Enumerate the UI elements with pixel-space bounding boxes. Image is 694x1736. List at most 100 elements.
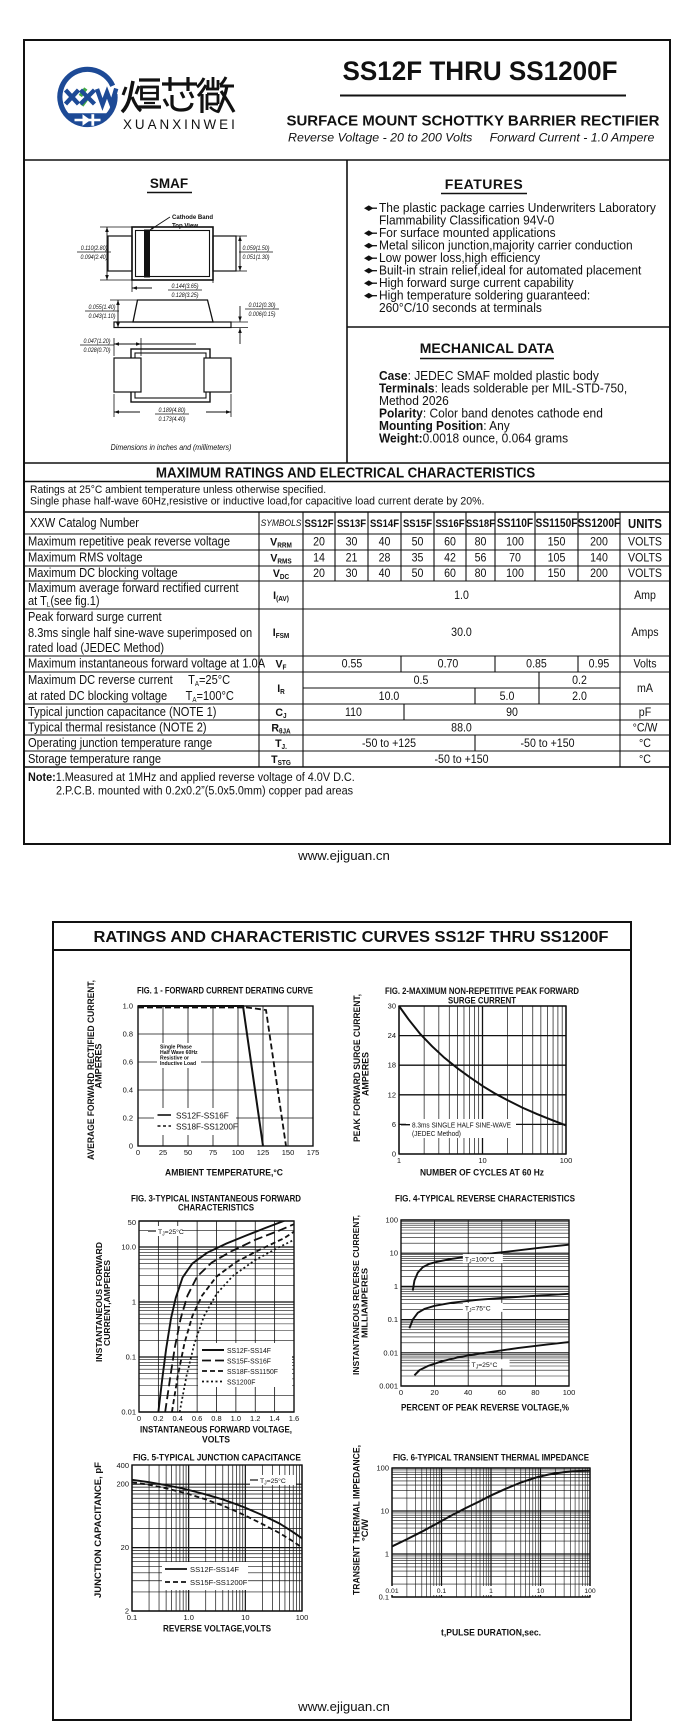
svg-text:INSTANTANEOUS FORWARD: INSTANTANEOUS FORWARD <box>94 1242 104 1362</box>
svg-text:SS12F-SS14F: SS12F-SS14F <box>190 1565 239 1574</box>
svg-text:0.1: 0.1 <box>379 1593 389 1602</box>
svg-text:0.1: 0.1 <box>127 1613 137 1622</box>
svg-text:JUNCTION CAPACITANCE, pF: JUNCTION CAPACITANCE, pF <box>93 1461 103 1598</box>
svg-text:40: 40 <box>379 536 391 549</box>
svg-text:0.094(2.40): 0.094(2.40) <box>81 254 108 260</box>
svg-text:0.4: 0.4 <box>173 1414 183 1423</box>
svg-text:140: 140 <box>590 552 608 565</box>
svg-text:FIG. 2-MAXIMUM NON-REPETITIVE: FIG. 2-MAXIMUM NON-REPETITIVE PEAK FORWA… <box>385 986 579 996</box>
svg-text:1: 1 <box>385 1550 389 1559</box>
svg-text:VDC: VDC <box>273 568 289 581</box>
svg-text:0.051(1.30): 0.051(1.30) <box>243 254 270 260</box>
svg-text:200: 200 <box>590 568 608 581</box>
svg-text:Maximum RMS voltage: Maximum RMS voltage <box>28 550 143 565</box>
svg-text:Low power loss,high efficiency: Low power loss,high efficiency <box>379 251 541 265</box>
svg-text:0.01: 0.01 <box>385 1588 398 1595</box>
svg-text:75: 75 <box>209 1148 217 1157</box>
svg-text:SS1200F: SS1200F <box>227 1378 256 1386</box>
svg-text:8.3ms SINGLE HALF SINE-WAVE: 8.3ms SINGLE HALF SINE-WAVE <box>412 1122 512 1129</box>
svg-text:0.144(3.65): 0.144(3.65) <box>172 283 199 289</box>
svg-text:1: 1 <box>397 1156 401 1165</box>
svg-text:XXW Catalog Number: XXW Catalog Number <box>30 515 139 530</box>
svg-text:0.5: 0.5 <box>414 675 429 688</box>
svg-text:90: 90 <box>506 707 518 720</box>
svg-text:FEATURES: FEATURES <box>445 176 523 192</box>
svg-text:For surface mounted applicatio: For surface mounted applications <box>379 226 556 240</box>
svg-text:Maximum DC blocking voltage: Maximum DC blocking voltage <box>28 565 178 580</box>
svg-text:0: 0 <box>137 1414 141 1423</box>
svg-text:VRRM: VRRM <box>270 536 292 549</box>
svg-text:40: 40 <box>379 568 391 581</box>
svg-text:0.110(2.80): 0.110(2.80) <box>81 245 108 251</box>
svg-text:Mounting Position: Any: Mounting Position: Any <box>379 419 511 433</box>
svg-text:°C: °C <box>639 754 651 767</box>
svg-text:5.0: 5.0 <box>500 691 515 704</box>
svg-text:Resistive or: Resistive or <box>160 1055 189 1061</box>
svg-text:MILLIAMPERES: MILLIAMPERES <box>360 1268 370 1338</box>
svg-text:FIG. 3-TYPICAL INSTANTANEOUS F: FIG. 3-TYPICAL INSTANTANEOUS FORWARD <box>131 1194 301 1204</box>
svg-text:High forward surge current cap: High forward surge current capability <box>379 276 574 290</box>
svg-text:1.0: 1.0 <box>123 1002 133 1011</box>
svg-text:0.2: 0.2 <box>153 1414 163 1423</box>
svg-text:20: 20 <box>121 1543 129 1552</box>
svg-text:VF: VF <box>276 658 287 671</box>
svg-text:SS1200F: SS1200F <box>578 517 621 530</box>
svg-text:Half Wave 60Hz: Half Wave 60Hz <box>160 1050 198 1056</box>
svg-text:SS12F THRU SS1200F: SS12F THRU SS1200F <box>343 56 618 87</box>
svg-text:Polarity: Color band denotes c: Polarity: Color band denotes cathode end <box>379 406 603 420</box>
svg-text:0.8: 0.8 <box>123 1030 133 1039</box>
svg-text:(JEDEC Method): (JEDEC Method) <box>412 1131 461 1138</box>
svg-text:125: 125 <box>257 1148 270 1157</box>
svg-text:SS1150F: SS1150F <box>536 517 578 530</box>
svg-text:0.028(0.70): 0.028(0.70) <box>84 347 111 353</box>
svg-text:0.4: 0.4 <box>123 1086 133 1095</box>
svg-text:0.55: 0.55 <box>342 658 363 671</box>
svg-text:100: 100 <box>560 1156 573 1165</box>
svg-text:2.0: 2.0 <box>572 691 587 704</box>
svg-text:Method 2026: Method 2026 <box>379 394 449 408</box>
svg-text:0.6: 0.6 <box>192 1414 202 1423</box>
svg-text:0.1: 0.1 <box>126 1353 136 1362</box>
svg-text:0: 0 <box>392 1150 396 1159</box>
svg-text:35: 35 <box>412 552 424 565</box>
svg-text:SS18F: SS18F <box>466 518 495 530</box>
svg-text:0.043(1.10): 0.043(1.10) <box>89 313 116 319</box>
svg-text:1.0: 1.0 <box>231 1414 241 1423</box>
svg-text:IR: IR <box>277 683 285 696</box>
svg-text:TJ=25°C: TJ=25°C <box>260 1477 286 1487</box>
svg-text:200: 200 <box>590 536 608 549</box>
svg-text:VOLTS: VOLTS <box>202 1435 230 1445</box>
svg-text:60: 60 <box>444 568 456 581</box>
svg-text:RATINGS AND CHARACTERISTIC CUR: RATINGS AND CHARACTERISTIC CURVES SS12F … <box>93 928 608 946</box>
svg-text:Flammability Classification 94: Flammability Classification 94V-0 <box>379 213 554 227</box>
svg-text:42: 42 <box>444 552 456 565</box>
svg-text:80: 80 <box>531 1388 539 1397</box>
svg-text:0: 0 <box>129 1142 133 1151</box>
svg-text:SS18F-SS1150F: SS18F-SS1150F <box>227 1368 279 1376</box>
svg-text:pF: pF <box>639 707 652 720</box>
svg-text:TJ=75°C: TJ=75°C <box>465 1304 491 1314</box>
svg-text:0.047(1.20): 0.047(1.20) <box>84 338 111 344</box>
svg-text:Terminals: leads solderable pe: Terminals: leads solderable per MIL-STD-… <box>379 381 627 395</box>
svg-text:Inductive Load: Inductive Load <box>160 1061 196 1067</box>
svg-text:CURRENT,AMPERES: CURRENT,AMPERES <box>102 1260 112 1346</box>
svg-text:°C/W: °C/W <box>633 722 658 735</box>
svg-text:SS16F: SS16F <box>435 518 464 530</box>
svg-text:1: 1 <box>132 1298 136 1307</box>
svg-text:100: 100 <box>506 568 524 581</box>
svg-text:NUMBER OF CYCLES AT 60 Hz: NUMBER OF CYCLES AT 60 Hz <box>420 1168 545 1178</box>
svg-text:FIG. 5-TYPICAL JUNCTION CAPACI: FIG. 5-TYPICAL JUNCTION CAPACITANCE <box>133 1453 301 1463</box>
svg-text:VRMS: VRMS <box>270 552 292 565</box>
svg-text:0.01: 0.01 <box>383 1348 398 1357</box>
svg-text:20: 20 <box>313 536 325 549</box>
svg-text:24: 24 <box>388 1031 396 1040</box>
svg-text:200: 200 <box>116 1480 129 1489</box>
svg-text:AVERAGE FORWARD RECTIFIED CURR: AVERAGE FORWARD RECTIFIED CURRENT, <box>86 980 97 1160</box>
svg-text:80: 80 <box>475 568 487 581</box>
svg-text:AMPERES: AMPERES <box>94 1044 105 1089</box>
svg-text:TJ=25°C: TJ=25°C <box>158 1228 184 1238</box>
svg-text:56: 56 <box>475 552 487 565</box>
svg-text:FIG. 1 - FORWARD CURRENT DERAT: FIG. 1 - FORWARD CURRENT DERATING CURVE <box>137 986 313 996</box>
svg-text:FIG. 6-TYPICAL TRANSIENT THERM: FIG. 6-TYPICAL TRANSIENT THERMAL IMPEDAN… <box>393 1453 589 1463</box>
svg-text:0.059(1.50): 0.059(1.50) <box>243 245 270 251</box>
